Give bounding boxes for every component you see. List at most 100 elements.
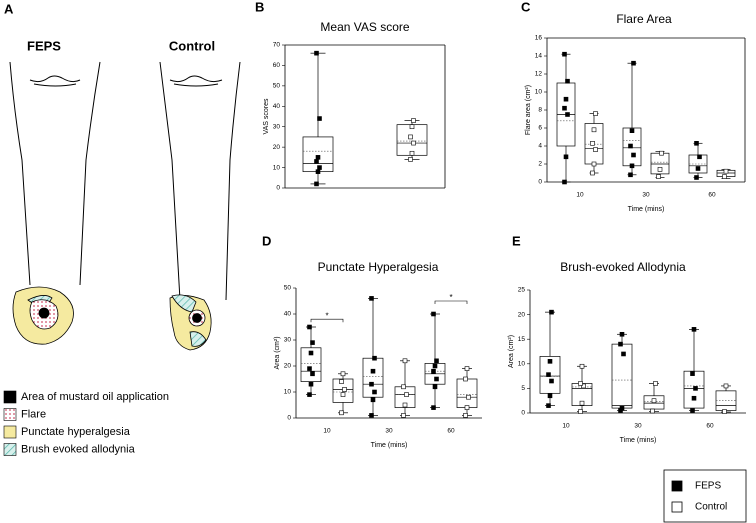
series xyxy=(571,363,737,414)
significance-bracket xyxy=(434,300,468,304)
data-point xyxy=(369,381,374,387)
y-tick-label: 40 xyxy=(284,311,292,318)
x-tick-label: 60 xyxy=(447,428,455,435)
data-point xyxy=(563,96,569,102)
data-point xyxy=(650,408,655,414)
data-point xyxy=(581,383,586,389)
data-point xyxy=(369,413,374,418)
data-point xyxy=(579,363,585,369)
data-point xyxy=(547,393,553,399)
x-tick-label: 10 xyxy=(562,423,570,430)
data-point xyxy=(463,376,468,382)
chart-panel: D Punctate Hyperalgesia Area (cm²) Time (mi… xyxy=(262,233,482,449)
y-tick-label: 30 xyxy=(273,123,281,130)
legend-label: Area of mustard oil application xyxy=(21,391,169,403)
chart-title: Punctate Hyperalgesia xyxy=(318,260,439,274)
panel-label: B xyxy=(255,0,264,14)
data-point xyxy=(723,168,729,174)
y-tick-label: 20 xyxy=(518,311,526,318)
data-point xyxy=(578,381,583,386)
x-tick-label: 30 xyxy=(642,192,650,199)
data-point xyxy=(579,400,585,406)
data-point xyxy=(372,355,377,361)
significance-label: * xyxy=(325,311,328,320)
data-point xyxy=(463,413,468,418)
data-point xyxy=(314,159,319,164)
data-point xyxy=(402,358,408,364)
chart-panel: C Flare Area Flare area (cm²) Time (mins) 0 2… xyxy=(521,0,746,213)
data-point xyxy=(659,150,664,156)
legend-label: Punctate hyperalgesia xyxy=(21,426,131,438)
y-tick-label: 0 xyxy=(276,185,280,192)
box xyxy=(456,378,478,408)
y-tick-label: 40 xyxy=(273,103,281,110)
chart-panel: B Mean VAS score VAS scores 0 10 20 30 40 50 60 70 xyxy=(255,0,446,192)
data-point xyxy=(409,150,415,156)
data-point xyxy=(722,174,727,179)
legend-swatch xyxy=(3,425,17,439)
data-point xyxy=(342,387,347,392)
y-tick-label: 70 xyxy=(273,42,281,49)
data-point xyxy=(722,409,727,414)
data-point xyxy=(315,169,321,174)
legend-swatch xyxy=(671,480,683,492)
y-tick-label: 10 xyxy=(535,89,543,96)
data-point xyxy=(369,296,374,301)
y-axis-label: Area (cm²) xyxy=(508,335,515,368)
data-point xyxy=(693,386,698,391)
box xyxy=(396,124,428,156)
data-point xyxy=(591,161,597,167)
y-tick-label: 6 xyxy=(538,125,542,132)
data-point xyxy=(372,389,377,395)
data-point xyxy=(591,127,597,133)
y-tick-label: 50 xyxy=(284,285,292,292)
data-point xyxy=(656,174,661,179)
data-point xyxy=(408,157,413,162)
data-point xyxy=(408,134,413,140)
data-point xyxy=(339,410,344,416)
data-point xyxy=(307,324,312,330)
data-point xyxy=(549,378,554,384)
y-tick-label: 5 xyxy=(521,385,525,392)
y-tick-label: 10 xyxy=(273,164,281,171)
data-point xyxy=(619,331,625,337)
data-point xyxy=(431,311,436,317)
data-point xyxy=(651,398,657,404)
y-axis-label: Area (cm²) xyxy=(274,336,281,369)
data-point xyxy=(308,381,314,387)
chart-title: Brush-evoked Allodynia xyxy=(560,260,686,274)
y-axis-label: VAS scores xyxy=(263,98,270,135)
data-point xyxy=(565,78,570,84)
x-tick-label: 30 xyxy=(634,423,642,430)
y-tick-label: 0 xyxy=(521,410,525,417)
x-axis-label: Time (mins) xyxy=(371,442,408,449)
y-tick-label: 10 xyxy=(518,361,526,368)
legend: FEPS Control xyxy=(663,469,747,523)
chart-title: Flare Area xyxy=(616,12,672,26)
legend-label: FEPS xyxy=(695,481,721,492)
data-point xyxy=(549,309,554,315)
data-point xyxy=(310,340,315,345)
arm-areas xyxy=(12,286,212,351)
data-point xyxy=(314,50,319,56)
data-point xyxy=(314,181,319,187)
data-point xyxy=(723,383,729,389)
data-point xyxy=(546,403,551,408)
y-tick-label: 20 xyxy=(273,144,281,151)
data-point xyxy=(629,163,635,169)
data-point xyxy=(401,413,406,418)
series xyxy=(332,358,478,418)
data-point xyxy=(402,402,408,408)
area-legend: Area of mustard oil application Flare Punc… xyxy=(3,390,169,456)
data-point xyxy=(317,165,322,170)
data-point xyxy=(590,170,595,176)
legend-swatch xyxy=(3,443,17,456)
y-tick-label: 30 xyxy=(284,337,292,344)
data-point xyxy=(317,116,322,121)
data-point xyxy=(432,384,438,390)
data-point xyxy=(434,376,439,382)
data-point xyxy=(657,167,663,172)
data-point xyxy=(370,397,376,403)
y-tick-label: 60 xyxy=(273,62,281,69)
panel-label: E xyxy=(512,233,521,248)
